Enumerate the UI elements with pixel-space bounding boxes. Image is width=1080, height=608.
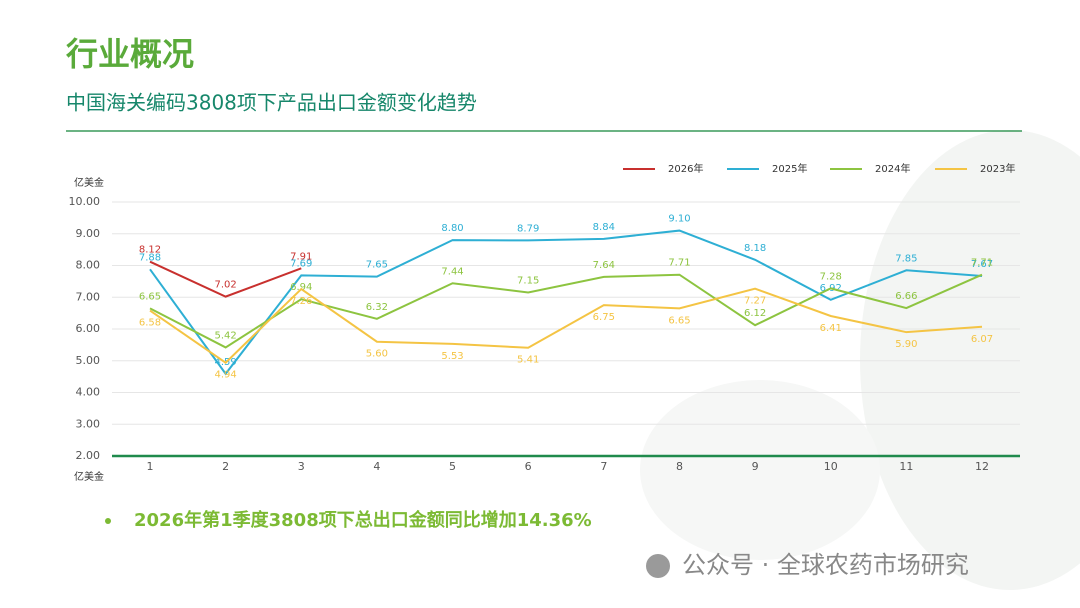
data-label: 6.58 xyxy=(139,318,161,329)
data-label: 6.32 xyxy=(366,302,388,313)
data-label: 7.02 xyxy=(215,280,237,291)
x-tick-label: 12 xyxy=(975,460,989,473)
x-tick-label: 2 xyxy=(222,460,229,473)
data-label: 6.07 xyxy=(971,334,993,345)
y-tick-label: 6.00 xyxy=(76,322,101,335)
bullet-text: 2026年第1季度3808项下总出口金额同比增加14.36% xyxy=(134,509,592,531)
data-label: 9.10 xyxy=(668,214,690,225)
title: 行业概况 xyxy=(66,35,194,73)
series-line xyxy=(149,229,983,376)
data-label: 7.85 xyxy=(895,253,917,264)
data-label: 8.79 xyxy=(517,223,539,234)
watermark: 公众号 · 全球农药市场研究 xyxy=(682,551,969,579)
x-tick-label: 8 xyxy=(676,460,683,473)
data-label: 7.91 xyxy=(290,251,312,262)
data-label: 6.94 xyxy=(290,282,312,293)
data-label: 7.71 xyxy=(971,258,993,269)
data-label: 7.67 xyxy=(971,259,993,270)
data-label: 6.65 xyxy=(668,315,690,326)
series-line xyxy=(149,287,983,364)
legend-label: 2024年 xyxy=(875,162,910,175)
data-label: 7.65 xyxy=(366,260,388,271)
data-label: 5.41 xyxy=(517,355,539,366)
y-tick-label: 2.00 xyxy=(76,449,101,462)
data-label: 8.12 xyxy=(139,245,161,256)
y-tick-label: 5.00 xyxy=(76,354,101,367)
series-line xyxy=(149,273,983,349)
data-label: 7.88 xyxy=(139,252,161,263)
y-tick-label: 4.00 xyxy=(76,386,101,399)
data-label: 6.41 xyxy=(820,323,842,334)
x-tick-label: 1 xyxy=(147,460,154,473)
data-label: 7.28 xyxy=(820,271,842,282)
x-tick-label: 11 xyxy=(899,460,913,473)
data-label: 7.69 xyxy=(290,258,312,269)
x-tick-label: 9 xyxy=(752,460,759,473)
data-label: 8.18 xyxy=(744,243,766,254)
x-axis-label: 亿美金 xyxy=(74,470,104,483)
x-tick-label: 10 xyxy=(824,460,838,473)
y-tick-label: 10.00 xyxy=(69,195,101,208)
data-label: 6.66 xyxy=(895,291,917,302)
data-label: 6.65 xyxy=(139,291,161,302)
legend-label: 2025年 xyxy=(772,162,807,175)
data-label: 5.90 xyxy=(895,339,917,350)
y-tick-label: 3.00 xyxy=(76,417,101,430)
y-tick-label: 9.00 xyxy=(76,227,101,240)
series-line xyxy=(149,260,302,298)
data-label: 7.26 xyxy=(290,296,312,307)
data-label: 5.42 xyxy=(215,330,237,341)
legend-label: 2026年 xyxy=(668,162,703,175)
x-tick-label: 5 xyxy=(449,460,456,473)
legend-label: 2023年 xyxy=(980,162,1015,175)
data-label: 8.84 xyxy=(593,222,615,233)
data-label: 6.12 xyxy=(744,308,766,319)
background-shape xyxy=(860,130,1080,590)
x-tick-label: 7 xyxy=(600,460,607,473)
data-label: 7.71 xyxy=(668,258,690,269)
data-label: 7.64 xyxy=(593,260,615,271)
data-label: 5.60 xyxy=(366,349,388,360)
x-tick-label: 4 xyxy=(373,460,380,473)
background-shape xyxy=(640,380,880,560)
data-label: 6.75 xyxy=(593,312,615,323)
data-label: 7.44 xyxy=(441,266,463,277)
y-tick-label: 7.00 xyxy=(76,290,101,303)
x-tick-label: 6 xyxy=(525,460,532,473)
y-axis-label: 亿美金 xyxy=(74,176,104,189)
wechat-icon xyxy=(646,554,670,578)
data-label: 5.53 xyxy=(441,351,463,362)
bullet-dot xyxy=(105,518,111,524)
data-label: 4.94 xyxy=(215,370,237,381)
data-label: 7.27 xyxy=(744,296,766,307)
data-label: 7.15 xyxy=(517,275,539,286)
data-label: 8.80 xyxy=(441,223,463,234)
x-tick-label: 3 xyxy=(298,460,305,473)
y-tick-label: 8.00 xyxy=(76,259,101,272)
subtitle: 中国海关编码3808项下产品出口金额变化趋势 xyxy=(66,91,477,115)
